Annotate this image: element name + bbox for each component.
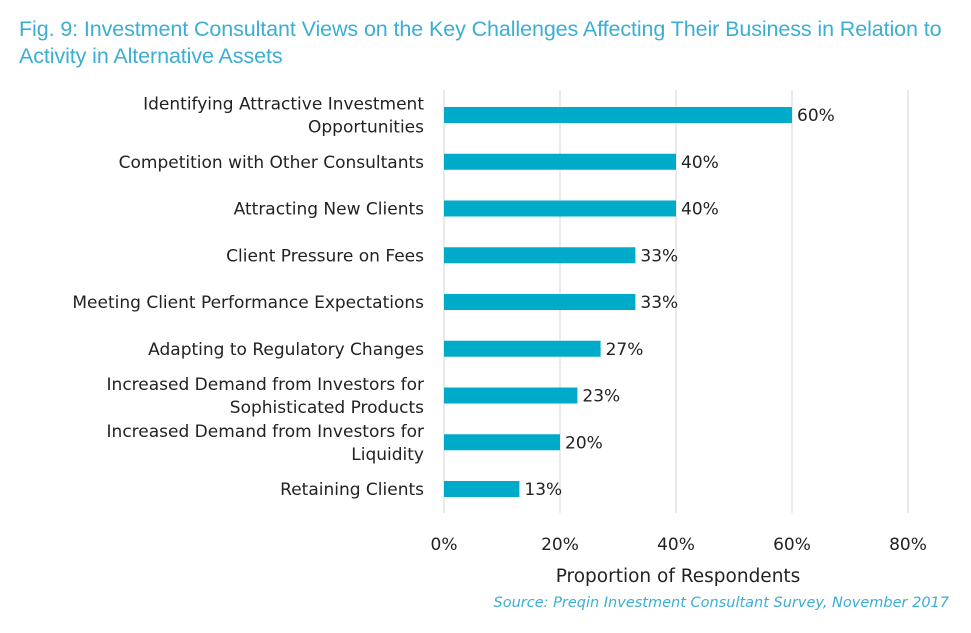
value-labels: 60% 40% 40% 33% 33% 27% 23% 20% 13% xyxy=(524,106,834,500)
source-note: Source: Preqin Investment Consultant Sur… xyxy=(493,595,950,611)
category-label: Increased Demand from Investors for Liqui… xyxy=(107,422,424,465)
value-label: 33% xyxy=(640,246,678,266)
value-label: 33% xyxy=(640,293,678,313)
x-tick-label: 0% xyxy=(431,535,458,555)
x-tick-label: 20% xyxy=(541,535,579,555)
category-label: Meeting Client Performance Expectations xyxy=(72,293,424,313)
bar xyxy=(444,294,636,310)
bar xyxy=(444,387,578,404)
category-label: Competition with Other Consultants xyxy=(119,153,425,173)
value-label: 40% xyxy=(681,153,719,173)
bar xyxy=(444,247,636,264)
category-label: Attracting New Clients xyxy=(234,200,424,220)
bar xyxy=(444,434,560,451)
category-labels: Identifying Attractive Investment Opportu… xyxy=(72,95,424,501)
bar xyxy=(444,200,676,217)
x-axis-label: Proportion of Respondents xyxy=(556,566,801,587)
bar xyxy=(444,481,520,497)
bars xyxy=(444,107,792,497)
value-label: 27% xyxy=(606,340,644,360)
bar xyxy=(444,340,601,357)
value-label: 13% xyxy=(524,480,562,500)
category-label: Client Pressure on Fees xyxy=(226,246,424,266)
bar xyxy=(444,153,676,170)
category-label: Increased Demand from Investors for Sophi… xyxy=(107,375,425,418)
x-tick-labels: 0% 20% 40% 60% 80% xyxy=(431,535,927,555)
x-tick-label: 80% xyxy=(889,535,927,555)
value-label: 40% xyxy=(681,200,719,220)
x-tick-label: 40% xyxy=(657,535,695,555)
category-label: Adapting to Regulatory Changes xyxy=(148,340,424,360)
category-label: Retaining Clients xyxy=(280,480,424,500)
value-label: 23% xyxy=(582,387,620,407)
value-label: 60% xyxy=(797,106,835,126)
category-label: Identifying Attractive Investment Opportu… xyxy=(143,95,424,138)
chart-title: Fig. 9: Investment Consultant Views on t… xyxy=(19,17,942,68)
bar xyxy=(444,107,792,123)
x-tick-label: 60% xyxy=(773,535,811,555)
value-label: 20% xyxy=(565,433,603,453)
